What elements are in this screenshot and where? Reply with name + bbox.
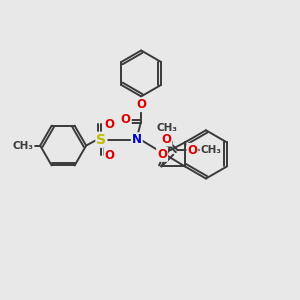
Text: O: O xyxy=(104,118,114,131)
Text: O: O xyxy=(188,144,197,157)
Text: S: S xyxy=(96,133,106,147)
Text: O: O xyxy=(136,98,146,111)
Text: O: O xyxy=(121,113,131,127)
Text: O: O xyxy=(157,148,167,161)
Text: CH₃: CH₃ xyxy=(156,123,177,133)
Text: O: O xyxy=(161,133,172,146)
Text: O: O xyxy=(104,148,114,161)
Text: N: N xyxy=(132,133,142,146)
Text: CH₃: CH₃ xyxy=(200,145,221,155)
Text: CH₃: CH₃ xyxy=(13,141,34,151)
